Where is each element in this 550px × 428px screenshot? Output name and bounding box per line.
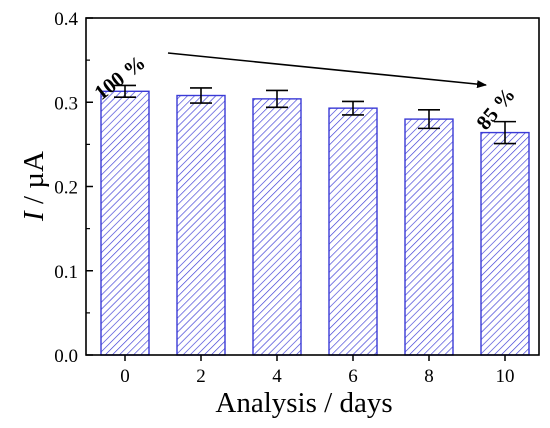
x-tick-label: 2 [196, 366, 206, 387]
y-tick-label: 0.2 [54, 178, 78, 199]
bars-layer [100, 90, 530, 356]
error-bar-0 [114, 84, 136, 98]
x-axis-label: Analysis / days [215, 387, 392, 419]
x-tick-label: 8 [424, 366, 434, 387]
y-tick-label: 0.1 [54, 262, 78, 283]
y-tick-label: 0.3 [54, 93, 78, 114]
bar-10 [480, 131, 530, 356]
x-tick-label: 0 [120, 366, 130, 387]
error-bar-2 [190, 87, 212, 104]
error-bar-10 [494, 120, 516, 145]
bar-2 [176, 94, 226, 356]
y-axis-label: I / µA [18, 151, 50, 222]
error-bar-8 [418, 109, 440, 130]
plot-frame [85, 17, 540, 356]
y-tick-label: 0.0 [54, 346, 78, 367]
y-axis-label-unit: / µA [18, 151, 50, 211]
annotation-end: 85 % [471, 83, 520, 135]
y-axis-label-symbol: I [18, 210, 50, 222]
error-bars-layer [114, 84, 516, 145]
y-axis-ticks: 0.0 0.1 0.2 0.3 0.4 [54, 9, 93, 367]
trend-arrow [167, 52, 487, 89]
x-axis-ticks: 0 2 4 6 8 10 [120, 355, 515, 387]
x-tick-label: 4 [272, 366, 282, 387]
x-tick-label: 6 [348, 366, 358, 387]
bar-8 [404, 118, 454, 356]
error-bar-4 [266, 89, 288, 109]
x-tick-label: 10 [496, 366, 515, 387]
error-bar-6 [342, 100, 364, 116]
y-tick-label: 0.4 [54, 9, 78, 30]
bar-4 [252, 98, 302, 356]
bar-6 [328, 107, 378, 356]
bar-0 [100, 90, 150, 356]
